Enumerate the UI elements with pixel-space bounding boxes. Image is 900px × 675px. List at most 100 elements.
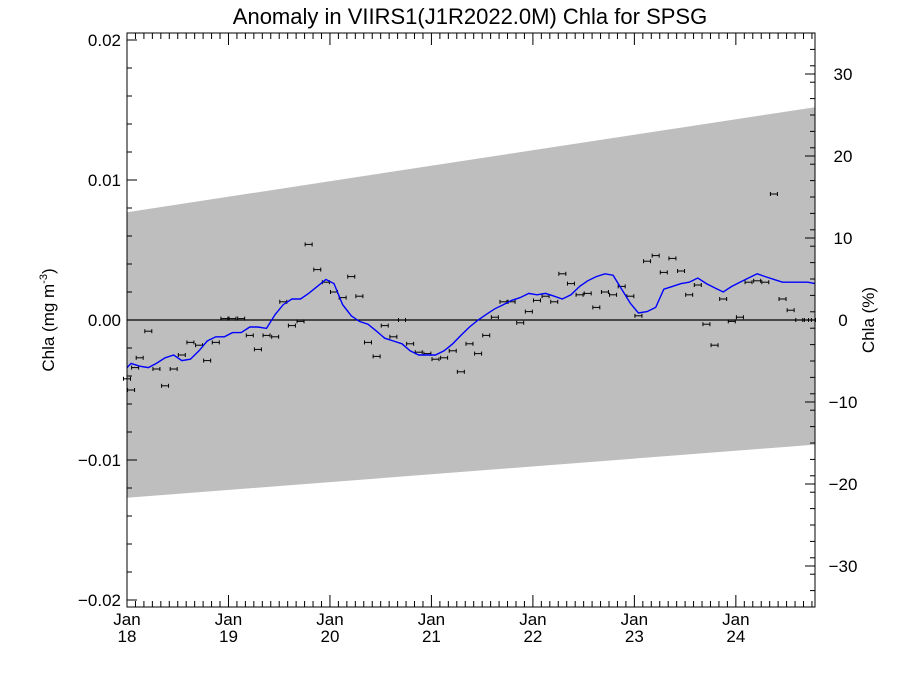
data-point <box>719 297 728 301</box>
x-tick-year-label: 19 <box>219 627 238 646</box>
left-tick-label: −0.01 <box>78 451 121 470</box>
left-tick-label: 0.00 <box>88 311 121 330</box>
x-tick-year-label: 23 <box>625 627 644 646</box>
data-point <box>253 347 262 352</box>
data-point <box>406 341 415 346</box>
data-point <box>744 280 753 285</box>
right-tick-label: 10 <box>834 229 853 248</box>
x-tick-year-label: 18 <box>118 627 137 646</box>
right-y-axis: 30 20 10 0 −10 −20 −30 <box>805 32 858 608</box>
data-point <box>431 357 440 362</box>
data-point <box>355 294 364 299</box>
data-point <box>550 299 559 304</box>
x-tick-month-label: Jan <box>418 610 445 629</box>
chart-title: Anomaly in VIIRS1(J1R2022.0M) Chla for S… <box>233 4 707 29</box>
data-point <box>583 291 592 296</box>
data-point <box>659 270 668 275</box>
data-point <box>389 334 398 339</box>
right-tick-label: 30 <box>834 65 853 84</box>
data-point <box>566 281 575 286</box>
data-point <box>144 329 153 334</box>
data-point <box>304 242 313 247</box>
data-point <box>456 369 465 374</box>
data-point <box>440 355 449 360</box>
data-point <box>397 318 406 322</box>
data-point <box>575 292 584 297</box>
data-point <box>786 308 795 313</box>
data-point <box>203 358 212 363</box>
left-tick-label: 0.01 <box>88 171 121 190</box>
left-y-axis: 0.02 0.01 0.00 −0.01 −0.02 <box>78 31 137 610</box>
left-axis-label: Chla (mg m-3) <box>38 268 58 371</box>
data-point <box>364 340 373 345</box>
data-point <box>271 334 280 339</box>
right-axis-label: Chla (%) <box>859 287 878 353</box>
right-tick-label: 0 <box>838 311 847 330</box>
data-point <box>287 323 296 328</box>
data-point <box>532 298 541 303</box>
x-tick-month-label: Jan <box>621 610 648 629</box>
right-tick-label: −20 <box>829 475 858 494</box>
data-point <box>769 192 778 196</box>
data-point <box>685 292 694 297</box>
data-point <box>490 315 499 320</box>
data-point <box>609 292 618 297</box>
data-point <box>482 333 491 338</box>
data-point <box>161 383 170 388</box>
x-tick-month-label: Jan <box>113 610 140 629</box>
data-point <box>313 267 322 272</box>
left-tick-label: 0.02 <box>88 31 121 50</box>
data-point <box>592 305 601 310</box>
x-tick-year-label: 20 <box>320 627 339 646</box>
data-point <box>186 340 195 345</box>
left-tick-label: −0.02 <box>78 591 121 610</box>
data-point <box>169 367 178 371</box>
data-point <box>710 343 719 348</box>
data-point <box>211 340 220 345</box>
x-tick-year-label: 24 <box>726 627 745 646</box>
data-point <box>668 256 677 261</box>
data-point <box>677 269 686 273</box>
data-point <box>778 297 787 301</box>
x-tick-year-label: 21 <box>422 627 441 646</box>
data-point <box>761 280 770 285</box>
data-point <box>474 351 483 356</box>
data-point <box>380 323 389 328</box>
data-point <box>347 274 356 279</box>
data-point <box>643 259 652 264</box>
data-point <box>753 278 762 283</box>
data-point <box>220 316 229 321</box>
data-point <box>245 333 254 338</box>
data-point <box>702 322 711 327</box>
data-point <box>262 333 271 338</box>
plot-area <box>123 107 816 498</box>
smoothed-series-line <box>126 273 816 369</box>
data-point <box>516 320 525 325</box>
data-point <box>727 319 736 324</box>
x-tick-month-label: Jan <box>316 610 343 629</box>
data-point <box>795 318 804 322</box>
right-tick-label: 20 <box>834 147 853 166</box>
data-point <box>237 316 246 321</box>
x-tick-month-label: Jan <box>519 610 546 629</box>
data-point <box>693 283 702 287</box>
right-tick-label: −30 <box>829 557 858 576</box>
x-tick-month-label: Jan <box>215 610 242 629</box>
data-point <box>465 341 474 346</box>
data-point <box>651 253 660 258</box>
data-point <box>177 353 186 357</box>
left-axis-label-suffix: ) <box>39 268 58 274</box>
left-axis-label-text: Chla (mg m <box>39 284 58 372</box>
data-point <box>135 355 144 360</box>
data-point <box>228 316 237 321</box>
x-tick-year-label: 22 <box>523 627 542 646</box>
data-point <box>524 309 533 314</box>
data-point <box>372 354 381 359</box>
data-point <box>634 313 643 318</box>
data-point <box>600 290 609 294</box>
confidence-band <box>127 107 815 498</box>
data-point <box>152 367 161 371</box>
right-tick-label: −10 <box>829 393 858 412</box>
